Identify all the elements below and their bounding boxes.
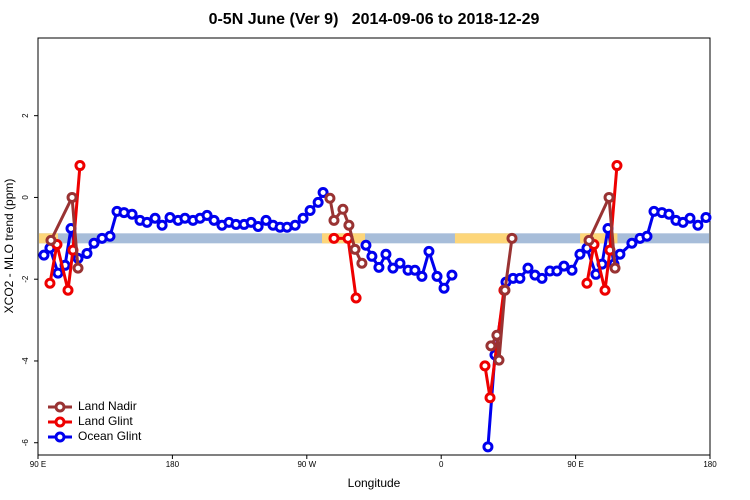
point [312, 196, 324, 208]
point [201, 209, 213, 221]
point [482, 441, 494, 453]
point [81, 247, 93, 259]
point [599, 284, 611, 296]
point [609, 262, 621, 274]
x-tick-label: 90 E [30, 460, 46, 469]
point [38, 249, 50, 261]
x-tick-label: 180 [166, 460, 180, 469]
point [328, 232, 340, 244]
point [350, 292, 362, 304]
point [337, 203, 349, 215]
point [491, 329, 503, 341]
point [260, 214, 272, 226]
point [558, 260, 570, 272]
point [416, 270, 428, 282]
point [394, 257, 406, 269]
band [39, 233, 709, 244]
legend-label: Ocean Glint [78, 429, 142, 443]
point [692, 219, 704, 231]
x-tick-label: 90 W [297, 460, 316, 469]
point [373, 261, 385, 273]
legend-label: Land Nadir [78, 399, 137, 413]
x-tick-label: 180 [703, 460, 717, 469]
point [62, 284, 74, 296]
point [438, 282, 450, 294]
point [603, 191, 615, 203]
legend-marker [54, 416, 66, 428]
point [126, 208, 138, 220]
point [684, 212, 696, 224]
point [297, 212, 309, 224]
x-axis-label: Longitude [348, 476, 401, 490]
point [380, 248, 392, 260]
point [88, 237, 100, 249]
y-tick-label: -2 [21, 275, 30, 283]
band-highlight [454, 233, 510, 244]
x-tick-label: 90 E [567, 460, 583, 469]
point [66, 191, 78, 203]
point [663, 208, 675, 220]
point [446, 269, 458, 281]
point [141, 216, 153, 228]
point [614, 248, 626, 260]
legend-label: Land Glint [78, 414, 133, 428]
y-axis-label: XCO2 - MLO trend (ppm) [2, 179, 16, 314]
point [104, 230, 116, 242]
point [324, 192, 336, 204]
point [611, 160, 623, 172]
point [252, 220, 264, 232]
point [72, 262, 84, 274]
chart-title: 0-5N June (Ver 9) 2014-09-06 to 2018-12-… [209, 11, 540, 28]
point [499, 284, 511, 296]
legend-marker [54, 401, 66, 413]
point [356, 257, 368, 269]
point [484, 392, 496, 404]
point [493, 354, 505, 366]
point [583, 234, 595, 246]
point [590, 268, 602, 280]
point [360, 239, 372, 251]
point [409, 264, 421, 276]
y-tick-label: -6 [21, 439, 30, 447]
point [514, 272, 526, 284]
point [149, 212, 161, 224]
plot-frame [37, 37, 711, 456]
point [317, 187, 329, 199]
point [566, 264, 578, 276]
point [44, 277, 56, 289]
point [700, 211, 712, 223]
point [536, 272, 548, 284]
point [479, 360, 491, 372]
point [45, 234, 57, 246]
point [387, 262, 399, 274]
point [423, 245, 435, 257]
point [304, 205, 316, 217]
point [328, 214, 340, 226]
y-tick-label: -4 [21, 357, 30, 365]
y-tick-label: 2 [21, 113, 30, 118]
point [366, 250, 378, 262]
point [506, 232, 518, 244]
point [581, 277, 593, 289]
point [52, 267, 64, 279]
point [289, 219, 301, 231]
point [574, 248, 586, 260]
point [74, 160, 86, 172]
point [641, 230, 653, 242]
band-highlight [580, 233, 618, 244]
x-tick-label: 0 [439, 460, 444, 469]
point [551, 265, 563, 277]
point [626, 237, 638, 249]
point [156, 219, 168, 231]
point [431, 270, 443, 282]
point [343, 219, 355, 231]
y-tick-label: 0 [21, 195, 30, 200]
point [522, 262, 534, 274]
point [349, 243, 361, 255]
point [208, 214, 220, 226]
legend-marker [54, 431, 66, 443]
point [485, 340, 497, 352]
